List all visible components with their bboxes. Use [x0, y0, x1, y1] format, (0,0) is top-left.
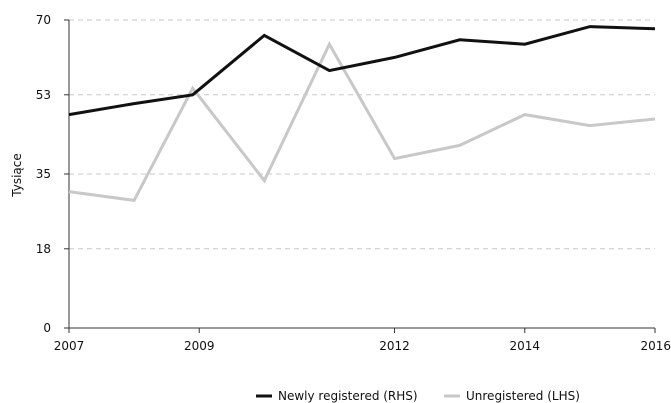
x-tick-label: 2009	[184, 339, 215, 353]
x-tick-label: 2016	[640, 339, 671, 353]
x-tick-label: 2014	[510, 339, 541, 353]
y-tick-label: 70	[36, 13, 51, 27]
x-tick-labels: 2007 2009 2012 2014 2016	[54, 328, 671, 353]
gridlines	[69, 19, 655, 250]
y-tick-label: 35	[36, 167, 51, 181]
y-axis-title: Tysiące	[10, 153, 24, 197]
series-line-unregistered	[68, 40, 656, 203]
y-tick-label: 18	[36, 242, 51, 256]
series-line-newly-registered	[68, 25, 656, 117]
y-tick-labels: 0 18 35 53 70	[36, 13, 69, 335]
y-tick-label: 0	[43, 321, 51, 335]
legend-label: Newly registered (RHS)	[278, 389, 418, 403]
x-tick-label: 2007	[54, 339, 85, 353]
x-tick-label: 2012	[379, 339, 410, 353]
y-tick-label: 53	[36, 88, 51, 102]
legend: Newly registered (RHS) Unregistered (LHS)	[256, 389, 580, 403]
legend-label: Unregistered (LHS)	[466, 389, 580, 403]
series-lines	[68, 25, 656, 203]
